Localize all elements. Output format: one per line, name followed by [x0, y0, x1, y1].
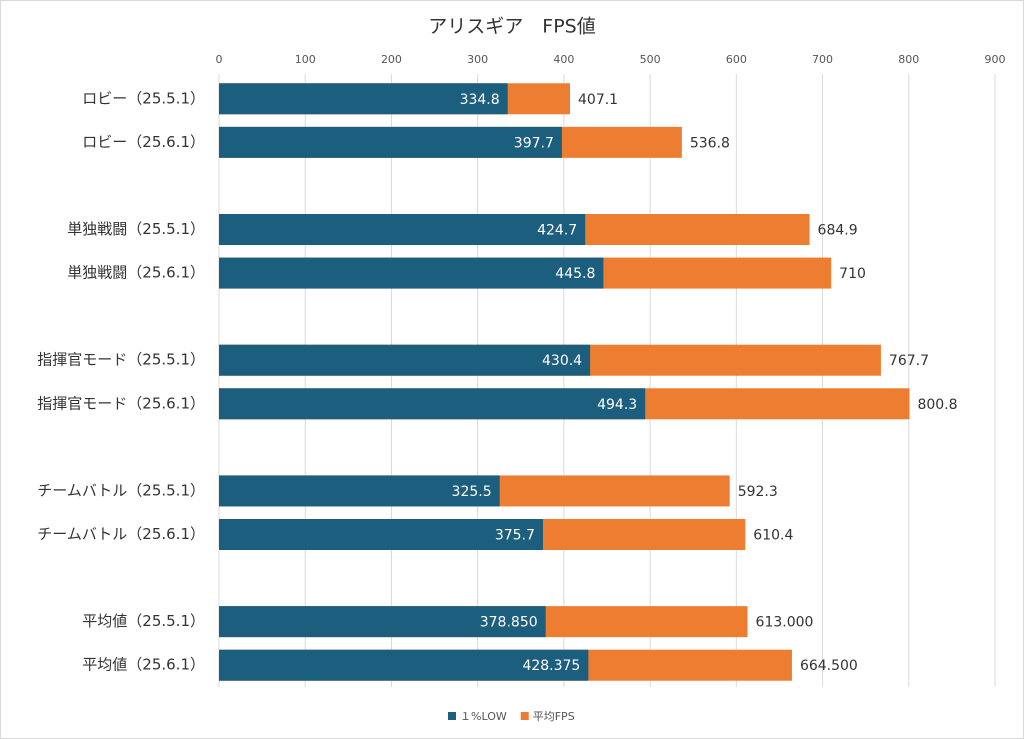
- bar: [219, 83, 508, 115]
- data-label: 375.7: [495, 528, 535, 544]
- data-label: 664.500: [800, 658, 858, 674]
- x-tick-label: 500: [640, 53, 661, 66]
- x-tick-label: 900: [985, 53, 1006, 66]
- y-tick-label: 単独戦闘（25.5.1）: [67, 220, 205, 238]
- data-label: 592.3: [738, 484, 778, 500]
- legend-label: １%LOW: [460, 710, 507, 723]
- y-tick-label: 平均値（25.5.1）: [82, 612, 205, 630]
- bar: [219, 344, 591, 376]
- bar: [219, 475, 500, 507]
- data-label: 334.8: [460, 92, 500, 108]
- bar: [219, 606, 546, 638]
- x-tick-label: 0: [216, 53, 223, 66]
- y-tick-label: 指揮官モード（25.5.1）: [37, 351, 205, 369]
- y-tick-label: チームバトル（25.5.1）: [37, 481, 205, 499]
- x-tick-label: 300: [467, 53, 488, 66]
- data-label: 767.7: [889, 353, 929, 369]
- chart-title: アリスギア FPS値: [428, 16, 595, 38]
- bar: [219, 649, 589, 681]
- bar: [219, 214, 586, 245]
- y-tick-label: チームバトル（25.6.1）: [37, 525, 205, 543]
- x-tick-label: 200: [381, 53, 402, 66]
- legend-label: 平均FPS: [533, 710, 575, 723]
- data-label: 407.1: [578, 92, 618, 108]
- legend-swatch: [448, 712, 456, 720]
- y-tick-label: ロビー（25.5.1）: [82, 89, 205, 107]
- data-label: 800.8: [917, 397, 957, 413]
- data-label: 684.9: [818, 223, 858, 239]
- data-label: 613.000: [756, 615, 814, 631]
- legend-swatch: [520, 712, 529, 720]
- x-tick-label: 800: [898, 53, 919, 66]
- x-tick-label: 700: [812, 53, 833, 66]
- data-label: 494.3: [597, 397, 637, 413]
- x-tick-label: 400: [553, 53, 574, 66]
- bar: [219, 388, 646, 420]
- bar: [219, 257, 604, 289]
- y-tick-label: ロビー（25.6.1）: [82, 133, 205, 151]
- data-label: 536.8: [690, 135, 730, 151]
- x-tick-label: 100: [295, 53, 316, 66]
- data-label: 397.7: [514, 135, 554, 151]
- data-label: 424.7: [537, 223, 577, 239]
- data-label: 430.4: [542, 353, 582, 369]
- data-label: 610.4: [753, 528, 793, 544]
- bar: [219, 519, 543, 550]
- data-label: 325.5: [452, 484, 492, 500]
- bar: [219, 126, 562, 158]
- x-tick-label: 600: [726, 53, 747, 66]
- y-tick-label: 指揮官モード（25.6.1）: [37, 394, 205, 412]
- data-label: 428.375: [522, 658, 580, 674]
- data-label: 445.8: [555, 266, 595, 282]
- data-label: 710: [839, 266, 866, 282]
- y-tick-label: 平均値（25.6.1）: [82, 656, 205, 674]
- y-tick-label: 単独戦闘（25.6.1）: [67, 264, 205, 282]
- data-label: 378.850: [480, 615, 538, 631]
